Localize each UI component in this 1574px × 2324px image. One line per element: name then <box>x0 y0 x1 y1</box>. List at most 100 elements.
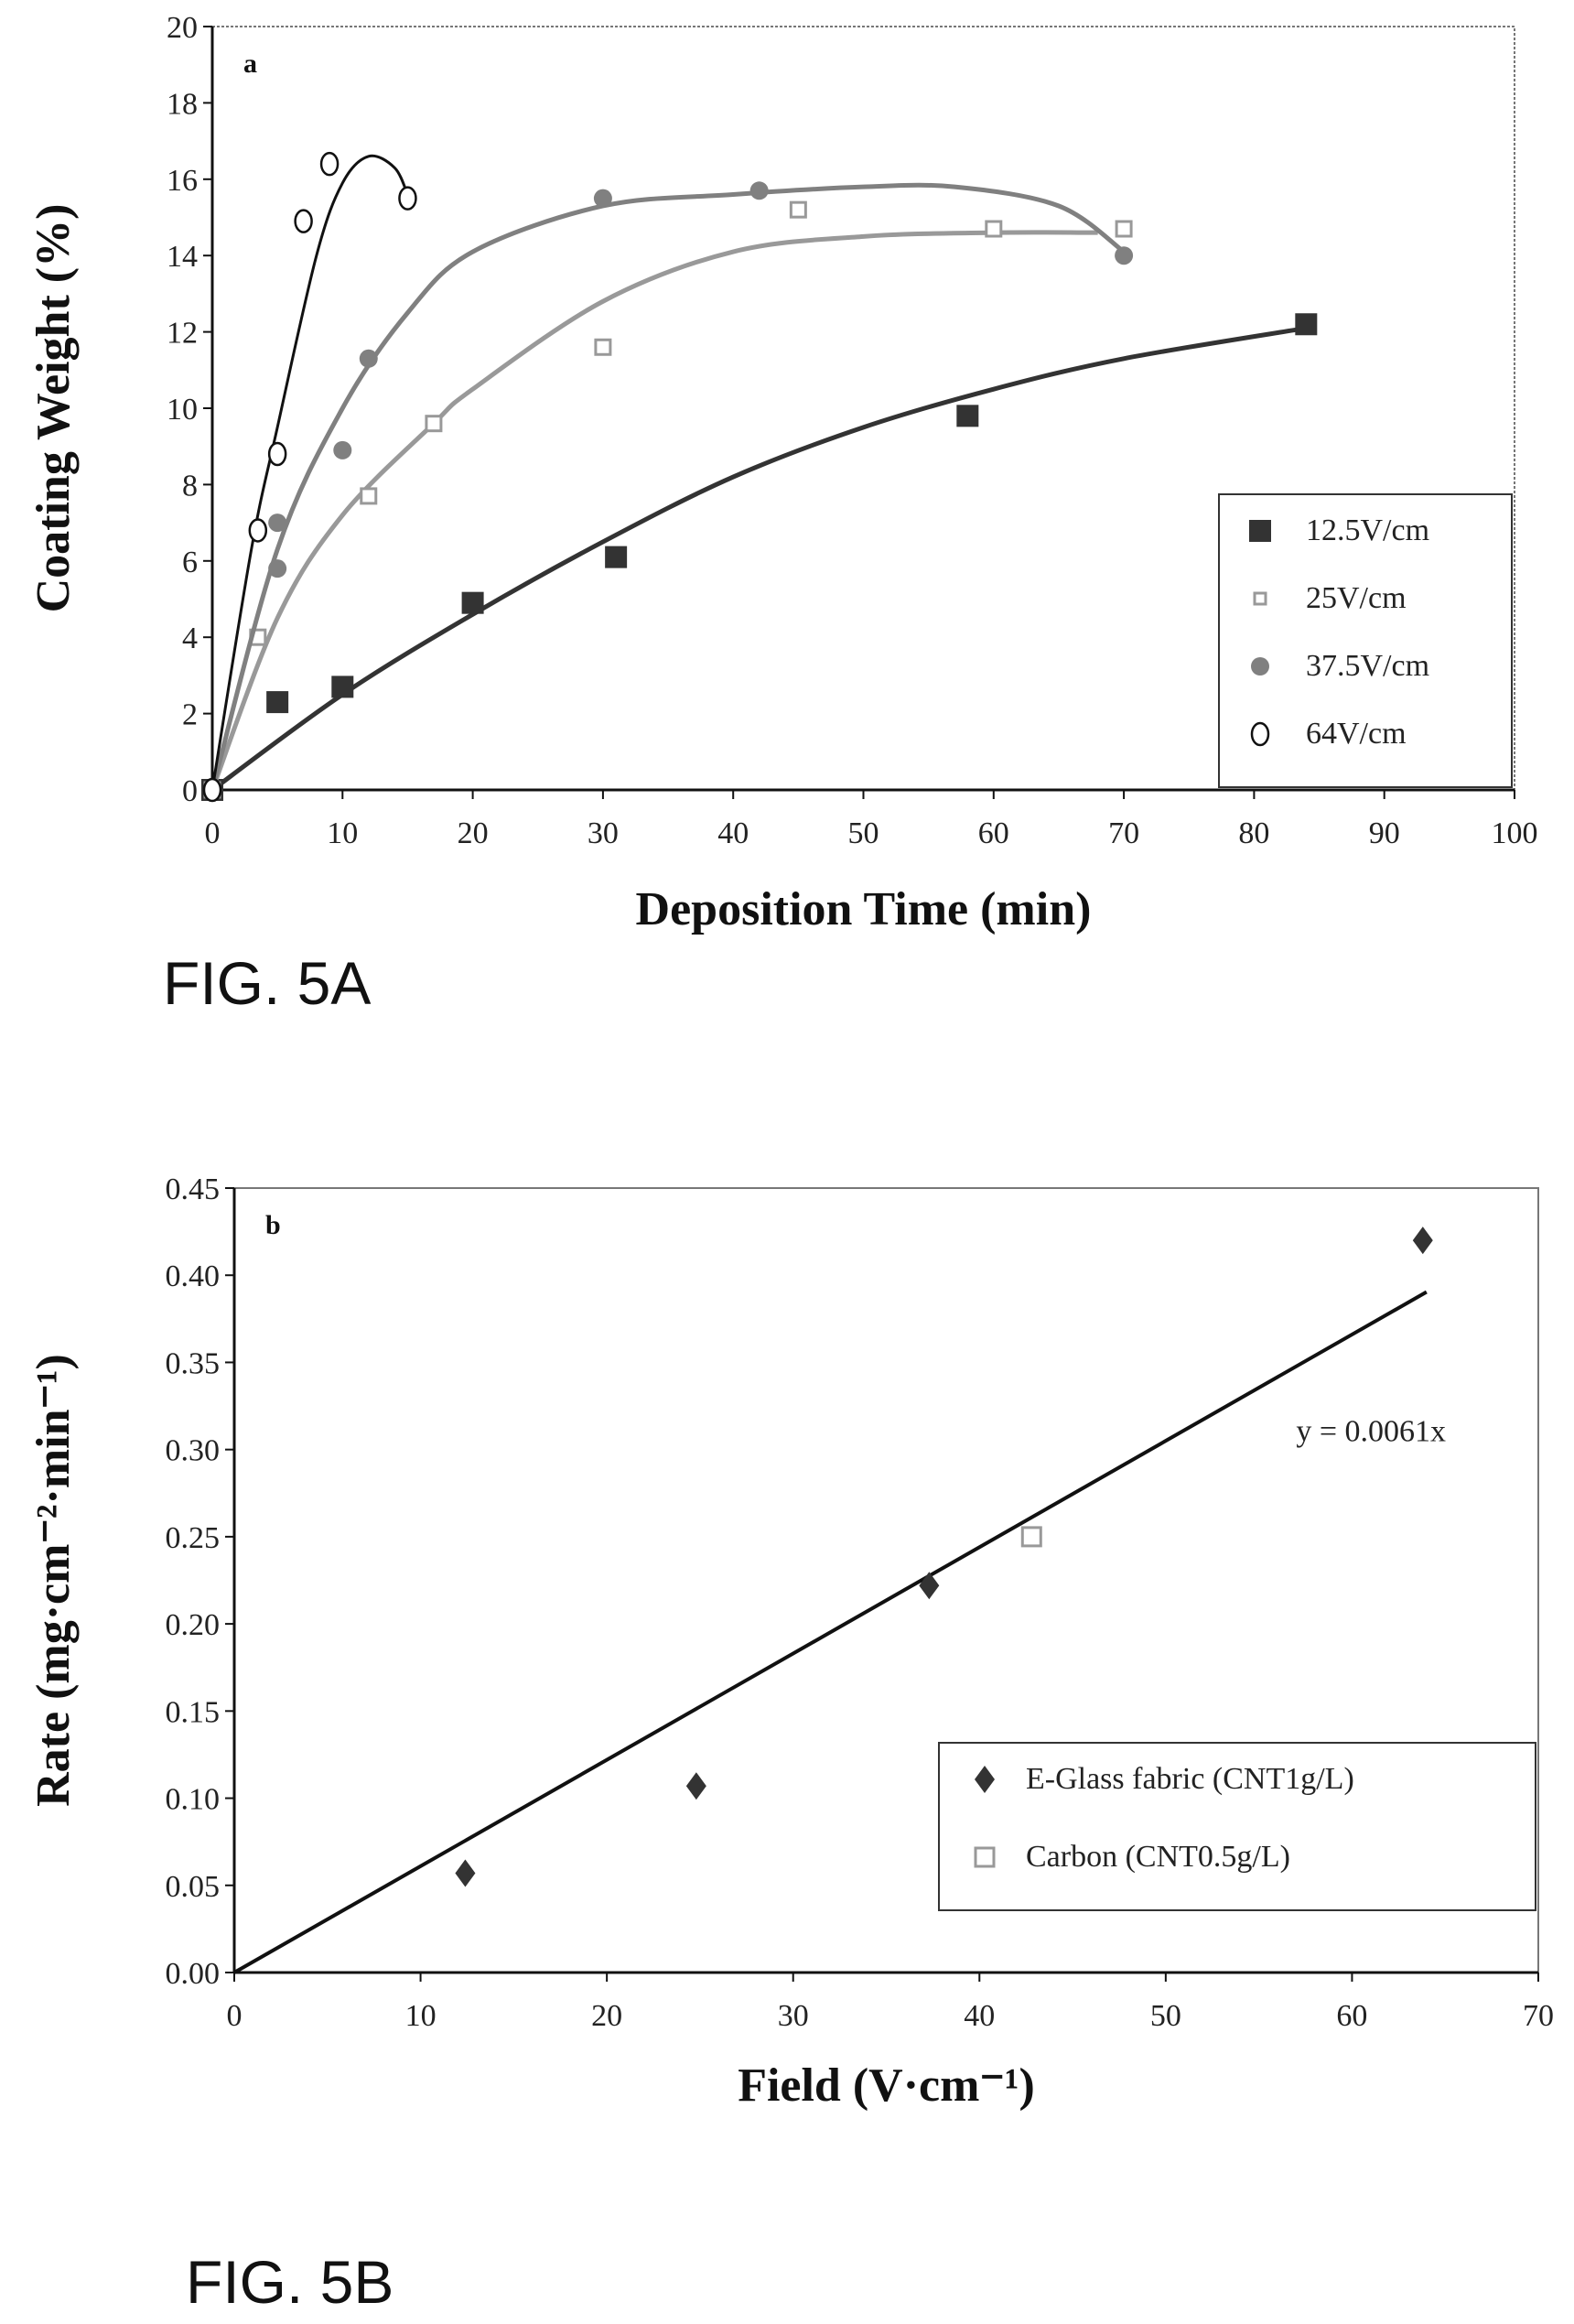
legend-box <box>938 1742 1536 1911</box>
chart-b: 0 10 20 30 40 50 60 70 0.00 0.05 0.10 0.15 0.20 0.25 0… <box>27 1173 1554 2316</box>
legend: 12.5V/cm 25V/cm 37.5V/cm 64V/cm <box>1218 493 1513 788</box>
marker-diamond <box>685 1772 706 1800</box>
series-0 <box>201 313 1318 801</box>
marker-diamond <box>975 1766 995 1793</box>
marker-open-square <box>985 220 1003 238</box>
x-tick-label: 50 <box>848 816 879 850</box>
marker-open-circle <box>267 441 287 467</box>
marker-filled-square <box>266 691 289 714</box>
y-tick-label: 2 <box>182 698 198 732</box>
x-tick-label: 0 <box>205 816 221 850</box>
marker-filled-square <box>605 546 628 568</box>
x-axis-title: Field (V·cm⁻¹) <box>738 2059 1035 2112</box>
y-tick-label: 0.20 <box>166 1608 221 1642</box>
series-0 <box>455 1227 1433 1887</box>
trend-line <box>210 154 409 791</box>
trend-line <box>210 230 1098 791</box>
y-axis-title: Rate (mg·cm⁻²·min⁻¹) <box>27 1354 80 1807</box>
x-tick-label: 50 <box>1150 1999 1181 2033</box>
marker-open-square <box>1253 591 1267 606</box>
marker-open-circle <box>202 777 222 803</box>
marker-filled-square <box>461 591 484 614</box>
x-tick-label: 70 <box>1523 1999 1554 2033</box>
marker-filled-circle <box>749 181 769 200</box>
x-tick-label: 40 <box>964 1999 995 2033</box>
y-tick-label: 20 <box>167 11 198 45</box>
marker-open-square <box>789 200 807 219</box>
legend-label: 25V/cm <box>1306 581 1407 615</box>
y-tick-label: 18 <box>167 87 198 121</box>
x-tick-label: 10 <box>327 816 358 850</box>
marker-filled-circle <box>268 559 287 578</box>
y-tick-label: 0.40 <box>166 1259 221 1293</box>
chart-a: 0 10 20 30 40 50 60 70 80 90 100 0 2 4 6 8 10 12 14 16 18 20 a… <box>27 11 1538 1017</box>
figure-label: FIG. 5B <box>186 2248 394 2316</box>
marker-filled-square <box>331 676 354 698</box>
legend: E-Glass fabric (CNT1g/L) Carbon (CNT0.5g/… <box>938 1742 1536 1911</box>
legend-label: 64V/cm <box>1306 717 1407 751</box>
panel-label: a <box>243 49 257 79</box>
marker-filled-circle <box>1115 246 1134 265</box>
marker-diamond <box>919 1572 940 1600</box>
marker-diamond <box>1412 1227 1433 1255</box>
legend-label: Carbon (CNT0.5g/L) <box>1026 1840 1290 1874</box>
fit-equation: y = 0.0061x <box>1296 1415 1446 1449</box>
legend-label: 12.5V/cm <box>1306 513 1429 547</box>
x-tick-label: 70 <box>1108 816 1139 850</box>
marker-open-square <box>360 487 378 505</box>
x-tick-label: 20 <box>591 1999 622 2033</box>
series-3 <box>202 151 417 803</box>
x-tick-label: 90 <box>1369 816 1400 850</box>
fit-line <box>233 1290 1428 1974</box>
marker-filled-square <box>1295 313 1318 336</box>
x-tick-label: 60 <box>978 816 1009 850</box>
marker-filled-circle <box>268 513 287 533</box>
y-tick-label: 10 <box>167 393 198 427</box>
x-tick-label: 30 <box>778 1999 809 2033</box>
marker-filled-circle <box>333 440 352 459</box>
x-tick-label: 60 <box>1336 1999 1367 2033</box>
x-tick-label: 40 <box>717 816 749 850</box>
y-tick-label: 0.35 <box>166 1346 221 1380</box>
series-2 <box>203 181 1134 799</box>
y-tick-label: 6 <box>182 546 198 579</box>
series-1 <box>1020 1526 1042 1548</box>
marker-filled-square <box>1249 520 1271 542</box>
x-axis-title: Deposition Time (min) <box>636 883 1092 935</box>
legend-label: 37.5V/cm <box>1306 649 1429 683</box>
marker-filled-circle <box>359 349 378 368</box>
marker-open-circle <box>1250 721 1270 747</box>
y-tick-label: 4 <box>182 622 198 655</box>
y-tick-label: 8 <box>182 469 198 503</box>
marker-open-circle <box>248 518 268 543</box>
y-tick-label: 12 <box>167 317 198 351</box>
figure-label: FIG. 5A <box>163 949 371 1017</box>
marker-open-square <box>1020 1526 1042 1548</box>
x-tick-label: 80 <box>1238 816 1269 850</box>
y-tick-label: 0.05 <box>166 1870 221 1904</box>
y-axis-title: Coating Weight (%) <box>27 204 80 613</box>
x-tick-label: 20 <box>458 816 489 850</box>
panel-label: b <box>265 1210 281 1240</box>
marker-open-square <box>974 1846 996 1868</box>
legend-label: E-Glass fabric (CNT1g/L) <box>1026 1762 1354 1796</box>
y-tick-label: 0.25 <box>166 1521 221 1555</box>
marker-filled-circle <box>593 189 612 208</box>
trend-line <box>210 325 1307 793</box>
y-tick-label: 0.15 <box>166 1695 221 1729</box>
marker-filled-circle <box>1251 657 1269 676</box>
marker-open-circle <box>294 209 313 233</box>
marker-open-square <box>594 338 612 356</box>
y-tick-label: 0.30 <box>166 1434 221 1468</box>
x-tick-label: 30 <box>588 816 619 850</box>
x-tick-label: 0 <box>227 1999 243 2033</box>
y-tick-label: 14 <box>167 240 198 274</box>
x-tick-label: 100 <box>1492 816 1538 850</box>
y-tick-label: 0.10 <box>166 1783 221 1817</box>
marker-open-square <box>1115 220 1133 238</box>
marker-open-square <box>425 415 443 433</box>
y-tick-label: 0 <box>182 774 198 808</box>
marker-filled-square <box>956 405 979 427</box>
marker-open-circle <box>319 151 340 177</box>
